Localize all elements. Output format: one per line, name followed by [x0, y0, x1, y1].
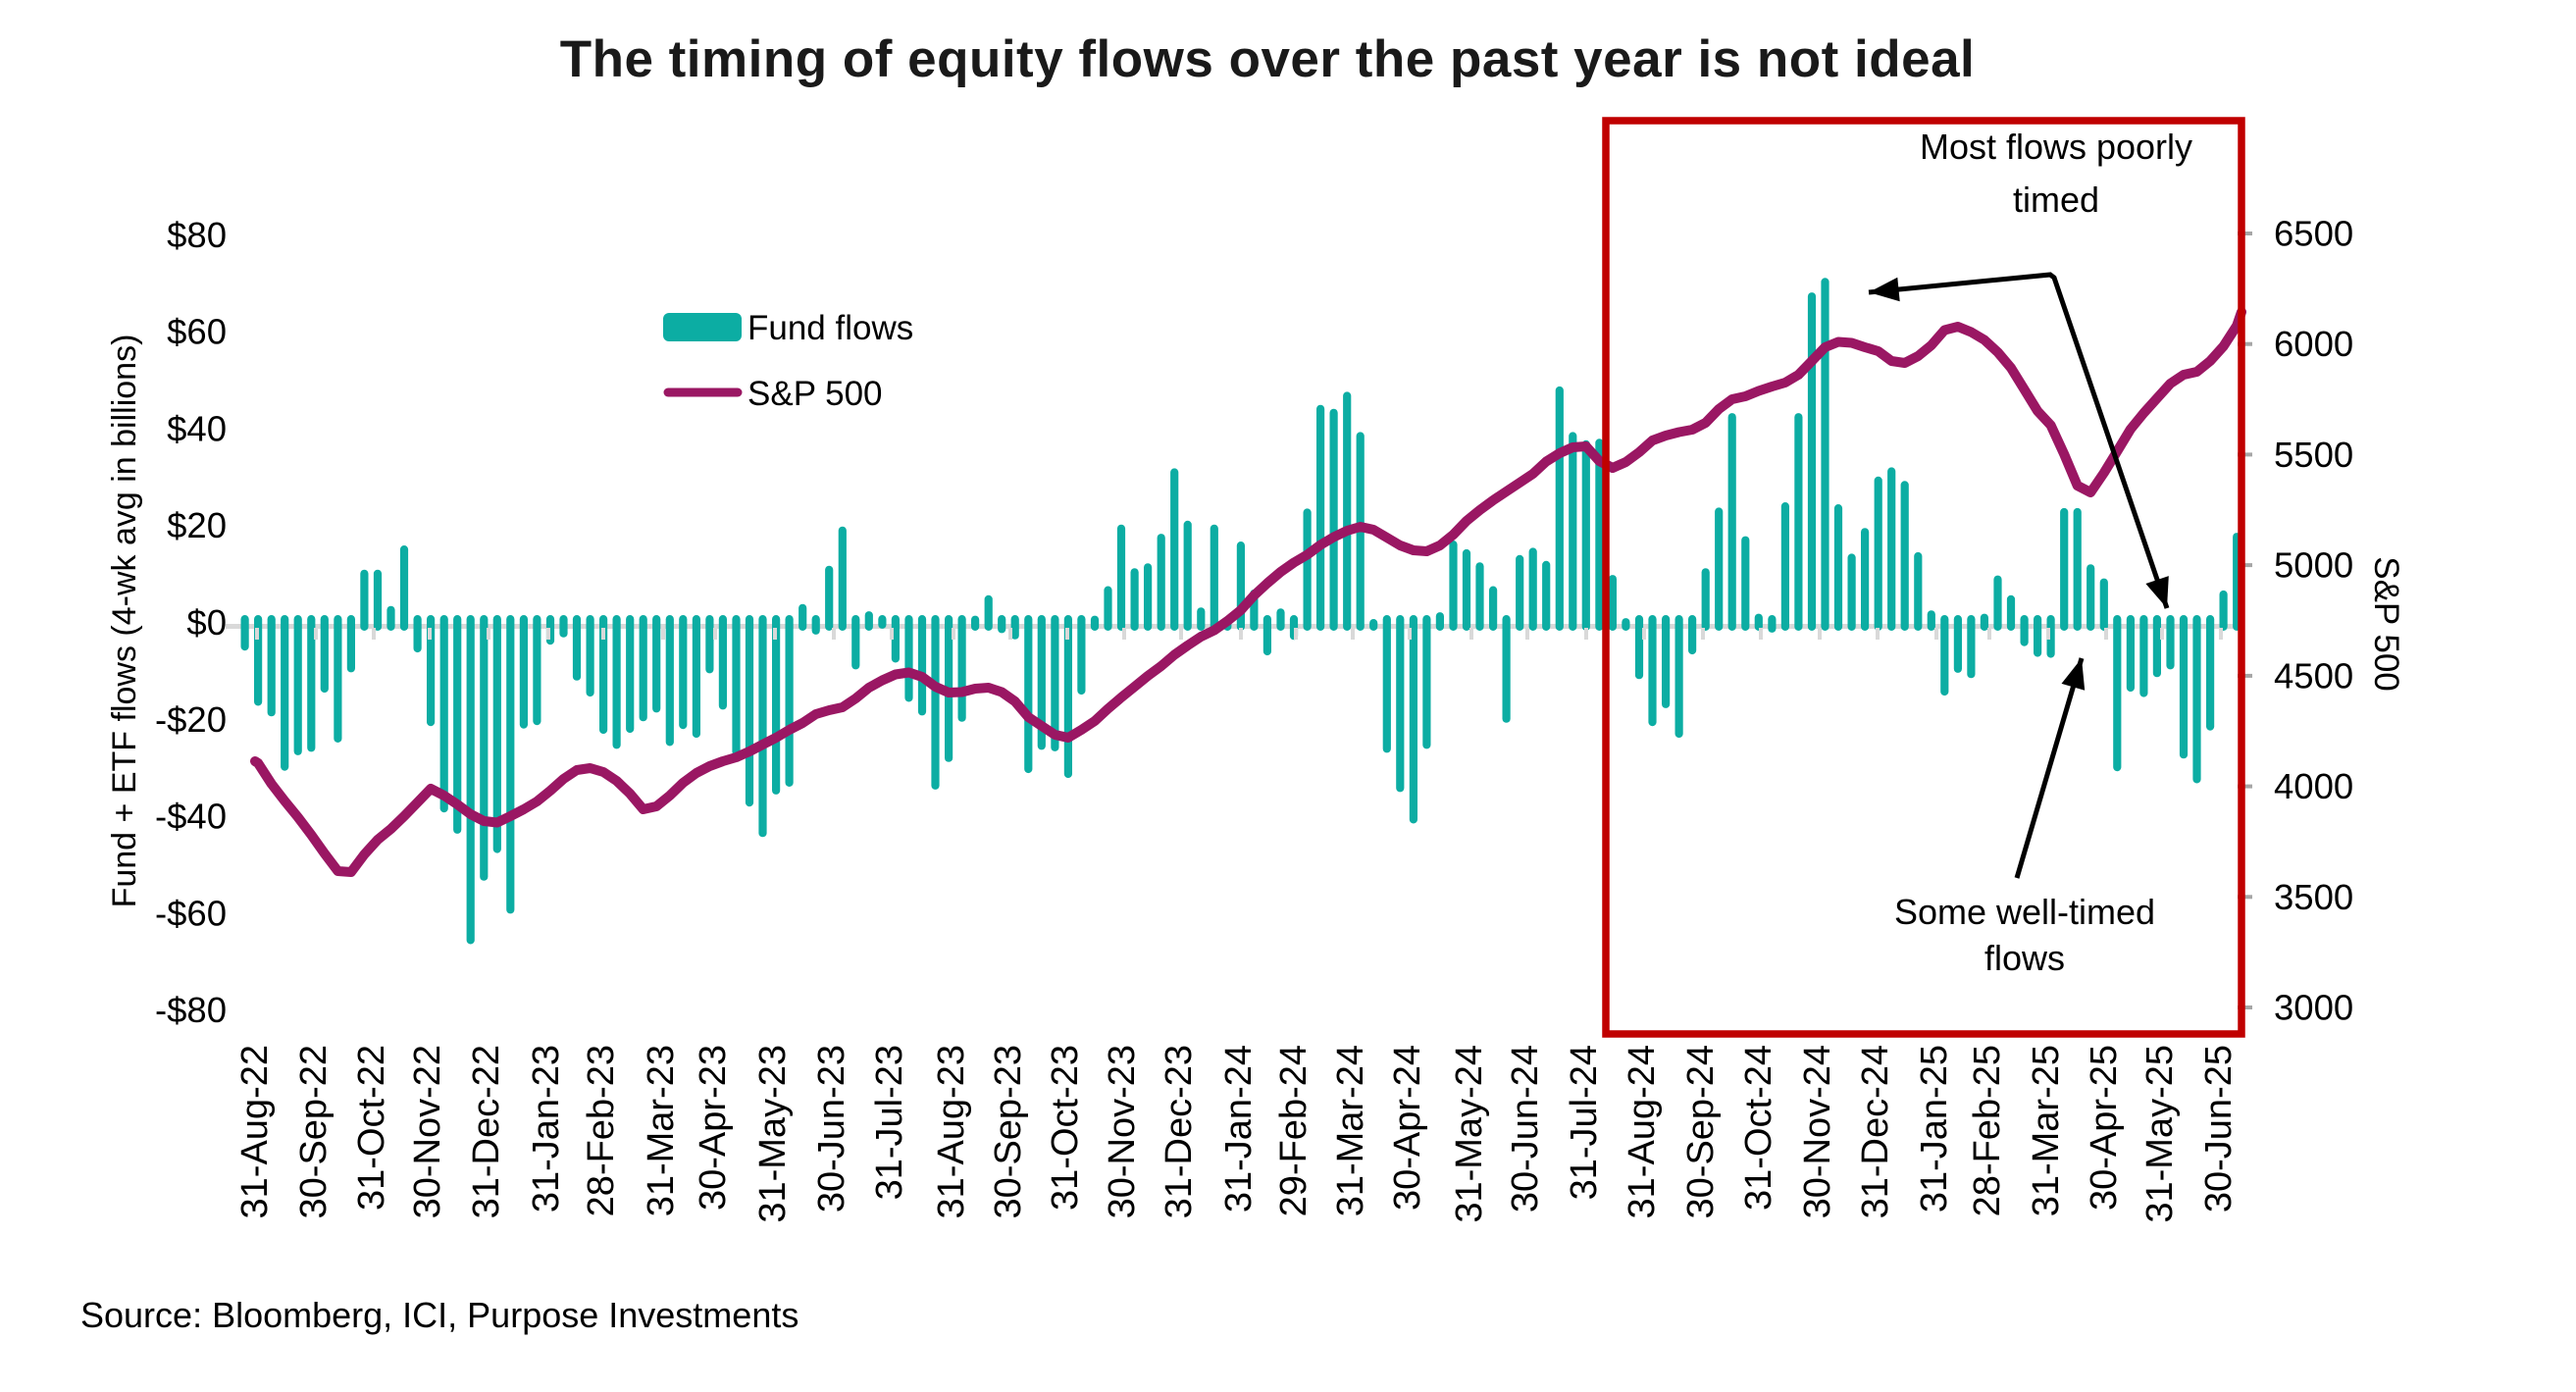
svg-text:30-Jun-24: 30-Jun-24: [1505, 1045, 1546, 1212]
svg-text:-$20: -$20: [155, 699, 227, 740]
svg-text:31-Jul-24: 31-Jul-24: [1564, 1045, 1605, 1200]
svg-text:31-Jul-23: 31-Jul-23: [869, 1045, 910, 1200]
svg-text:5500: 5500: [2274, 435, 2353, 475]
svg-text:30-Sep-24: 30-Sep-24: [1680, 1045, 1722, 1218]
svg-text:31-Oct-23: 31-Oct-23: [1045, 1045, 1086, 1211]
svg-text:30-Jun-25: 30-Jun-25: [2198, 1045, 2240, 1212]
svg-text:31-Mar-24: 31-Mar-24: [1330, 1045, 1371, 1216]
svg-text:31-Jan-23: 31-Jan-23: [526, 1045, 567, 1212]
svg-text:30-Nov-22: 30-Nov-22: [407, 1045, 448, 1218]
svg-text:Source: Bloomberg, ICI, Purpos: Source: Bloomberg, ICI, Purpose Investme…: [80, 1295, 799, 1335]
svg-text:3000: 3000: [2274, 988, 2353, 1028]
svg-text:4500: 4500: [2274, 655, 2353, 696]
svg-text:31-Aug-24: 31-Aug-24: [1622, 1045, 1663, 1218]
svg-text:5000: 5000: [2274, 545, 2353, 586]
svg-text:31-Oct-22: 31-Oct-22: [351, 1045, 392, 1211]
svg-text:S&P 500: S&P 500: [2367, 556, 2405, 692]
svg-text:31-Mar-25: 31-Mar-25: [2026, 1045, 2067, 1216]
svg-text:Fund + ETF flows (4-wk avg in: Fund + ETF flows (4-wk avg in billions): [106, 335, 143, 908]
svg-text:31-Dec-23: 31-Dec-23: [1159, 1045, 1200, 1218]
svg-text:31-Jan-24: 31-Jan-24: [1218, 1045, 1260, 1212]
svg-text:S&P 500: S&P 500: [747, 375, 883, 413]
svg-text:30-Nov-24: 30-Nov-24: [1797, 1045, 1838, 1218]
svg-text:timed: timed: [2013, 180, 2099, 220]
svg-text:$60: $60: [167, 312, 227, 352]
svg-text:$80: $80: [167, 215, 227, 255]
svg-text:31-Mar-23: 31-Mar-23: [641, 1045, 682, 1216]
svg-text:31-Oct-24: 31-Oct-24: [1738, 1045, 1779, 1211]
svg-text:30-Apr-23: 30-Apr-23: [693, 1045, 734, 1211]
svg-text:Some well-timed: Some well-timed: [1894, 892, 2155, 932]
svg-text:Most flows poorly: Most flows poorly: [1920, 127, 2192, 167]
svg-text:6500: 6500: [2274, 214, 2353, 254]
svg-text:-$60: -$60: [155, 893, 227, 933]
svg-text:flows: flows: [1984, 938, 2065, 978]
svg-text:31-Jan-25: 31-Jan-25: [1914, 1045, 1955, 1212]
svg-text:$20: $20: [167, 505, 227, 545]
svg-text:$40: $40: [167, 408, 227, 448]
svg-text:30-Sep-23: 30-Sep-23: [988, 1045, 1029, 1218]
svg-text:4000: 4000: [2274, 766, 2353, 806]
svg-text:30-Jun-23: 30-Jun-23: [811, 1045, 852, 1212]
svg-text:$0: $0: [186, 602, 227, 643]
svg-text:31-Aug-23: 31-Aug-23: [931, 1045, 972, 1218]
svg-text:28-Feb-23: 28-Feb-23: [581, 1045, 622, 1216]
svg-text:31-May-24: 31-May-24: [1449, 1045, 1490, 1223]
svg-text:31-May-25: 31-May-25: [2139, 1045, 2181, 1223]
svg-text:31-Dec-22: 31-Dec-22: [466, 1045, 507, 1218]
svg-text:3500: 3500: [2274, 877, 2353, 917]
svg-text:30-Nov-23: 30-Nov-23: [1102, 1045, 1143, 1218]
svg-text:31-May-23: 31-May-23: [752, 1045, 794, 1223]
svg-text:31-Dec-24: 31-Dec-24: [1855, 1045, 1896, 1218]
svg-text:30-Apr-25: 30-Apr-25: [2084, 1045, 2125, 1211]
svg-text:30-Apr-24: 30-Apr-24: [1387, 1045, 1428, 1211]
svg-text:30-Sep-22: 30-Sep-22: [293, 1045, 335, 1218]
svg-text:-$80: -$80: [155, 990, 227, 1030]
svg-text:31-Aug-22: 31-Aug-22: [234, 1045, 276, 1218]
svg-text:29-Feb-24: 29-Feb-24: [1273, 1045, 1314, 1216]
svg-text:6000: 6000: [2274, 324, 2353, 364]
svg-text:28-Feb-25: 28-Feb-25: [1967, 1045, 2008, 1216]
svg-text:Fund flows: Fund flows: [747, 309, 913, 347]
svg-text:-$40: -$40: [155, 797, 227, 837]
svg-text:The timing of equity flows ove: The timing of equity flows over the past…: [560, 30, 1976, 88]
